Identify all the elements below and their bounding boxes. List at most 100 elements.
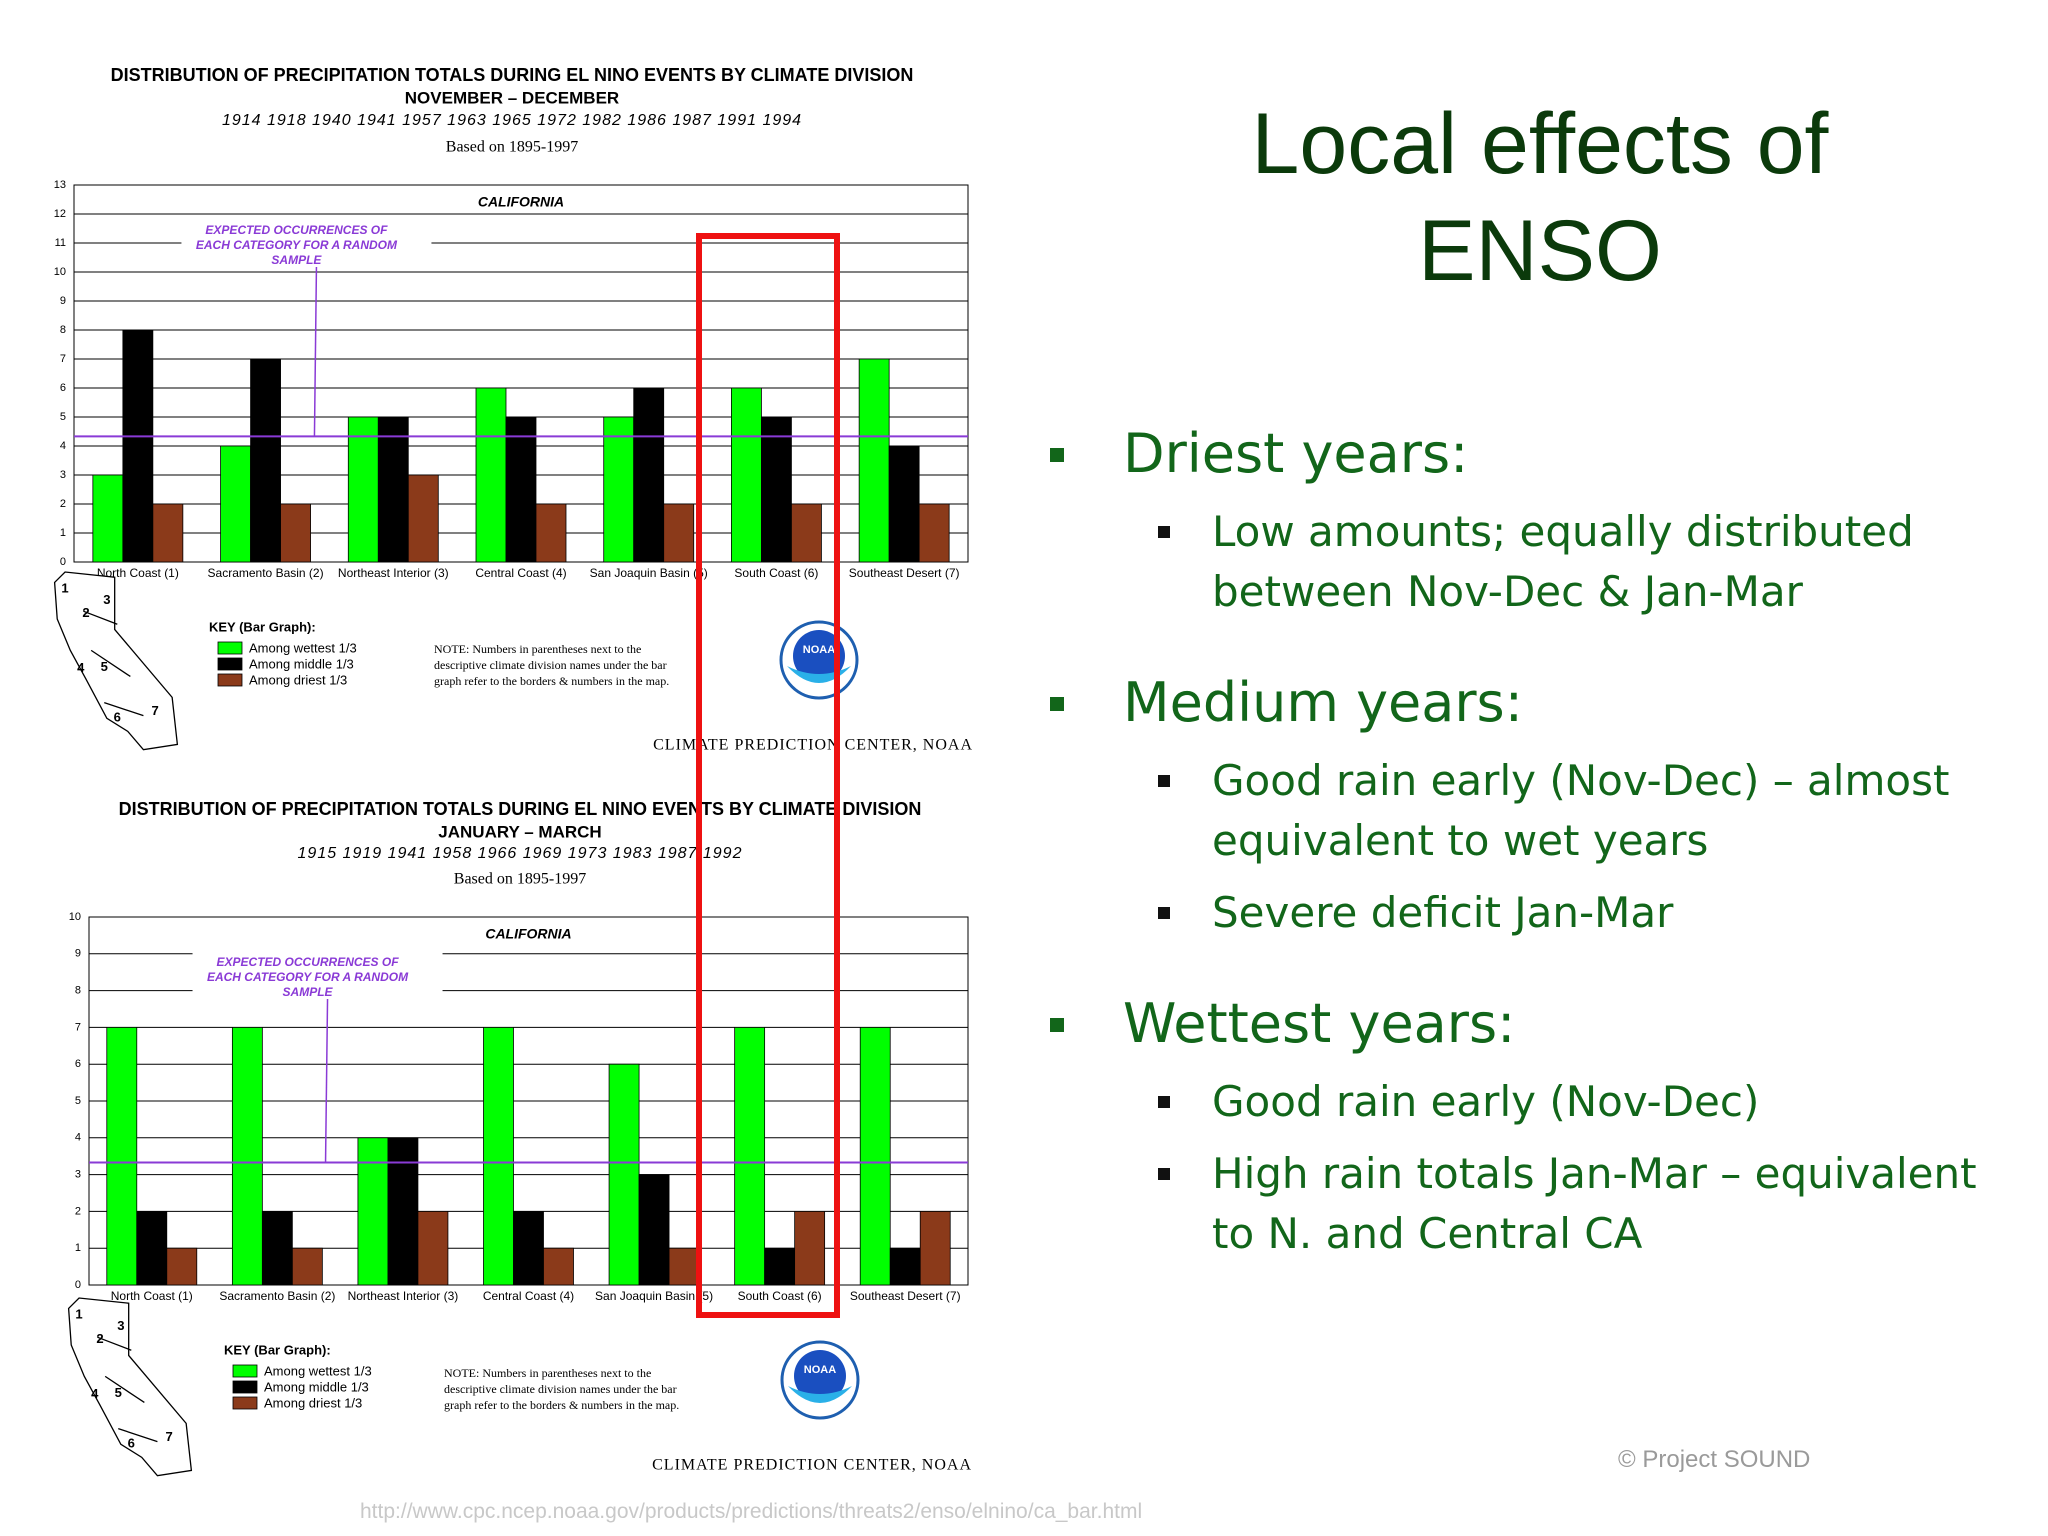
y-tick-label: 2 [60, 498, 66, 510]
bullet: Driest years: [1050, 418, 2010, 490]
x-tick-label: San Joaquin Basin (5) [590, 566, 708, 580]
bullet-text: Wettest years: [1123, 992, 1516, 1055]
map-label: 5 [115, 1385, 122, 1400]
bar [535, 503, 567, 563]
bullet-marker [1158, 907, 1170, 919]
x-tick-label: North Coast (1) [111, 1289, 193, 1303]
y-tick-label: 7 [60, 353, 66, 365]
x-tick-label: Southeast Desert (7) [850, 1289, 961, 1303]
map-label: 2 [96, 1331, 103, 1346]
bar [764, 1247, 796, 1286]
annotation-pointer [324, 998, 329, 1163]
bar [291, 1247, 323, 1286]
x-tick-label: Central Coast (4) [483, 1289, 574, 1303]
x-tick-label: Northeast Interior (3) [338, 566, 449, 580]
bar [357, 1137, 389, 1286]
sub-bullet: Good rain early (Nov-Dec) [1158, 1072, 2012, 1132]
bar [791, 503, 822, 563]
bullet-text: Severe deficit Jan-Mar [1212, 888, 1674, 937]
y-tick-label: 4 [75, 1132, 81, 1144]
key-title: KEY (Bar Graph): [224, 1342, 331, 1357]
logo-inner [793, 630, 845, 682]
bar [166, 1247, 198, 1286]
map-label: 6 [114, 710, 121, 725]
credit: © Project SOUND [1618, 1446, 1811, 1473]
bar [136, 1211, 168, 1286]
bar [761, 416, 792, 563]
bullet-marker [1158, 526, 1170, 538]
note: NOTE: Numbers in parentheses next to the [434, 642, 641, 656]
highlight-box [696, 233, 840, 1318]
map-label: 4 [77, 660, 85, 675]
y-tick-label: 1 [75, 1242, 81, 1254]
bullet-text: Low amounts; equally distributed between… [1212, 507, 1914, 616]
legend-swatch [232, 1380, 258, 1394]
y-tick-label: 2 [75, 1205, 81, 1217]
logo-inner [794, 1350, 846, 1402]
bullet-marker [1158, 1096, 1170, 1108]
legend-label: Among driest 1/3 [264, 1395, 362, 1410]
annotation-bg [181, 219, 432, 261]
y-tick-label: 0 [75, 1279, 81, 1291]
annotation: EACH CATEGORY FOR A RANDOM [196, 238, 398, 252]
bar [889, 1247, 921, 1286]
annotation: EXPECTED OCCURRENCES OF [217, 955, 400, 969]
x-tick-label: South Coast (6) [734, 566, 818, 580]
bar [231, 1027, 263, 1286]
legend-label: Among middle 1/3 [249, 656, 354, 671]
annotation-pointer [313, 266, 318, 437]
bar [407, 474, 439, 563]
source: CLIMATE PREDICTION CENTER, NOAA [653, 737, 973, 754]
map: 123 4 5 6 7 [53, 571, 179, 751]
map-outline [53, 571, 179, 751]
bar [888, 445, 920, 563]
map-label: 7 [152, 703, 159, 718]
map-label: 7 [166, 1429, 173, 1444]
bar [483, 1027, 514, 1286]
legend-swatch [232, 1364, 258, 1378]
bar [250, 358, 281, 563]
bar [918, 503, 950, 563]
y-tick-label: 3 [75, 1169, 81, 1181]
basis: Based on 1895-1997 [446, 139, 578, 156]
basis: Based on 1895-1997 [454, 871, 586, 888]
bullet-text: Driest years: [1123, 422, 1469, 485]
bullet-text: Good rain early (Nov-Dec) [1212, 1077, 1760, 1126]
y-tick-label: 0 [60, 556, 66, 568]
legend-swatch [217, 673, 243, 687]
sub-bullet: High rain totals Jan-Mar – equivalent to… [1158, 1144, 2012, 1264]
chart-title: DISTRIBUTION OF PRECIPITATION TOTALS DUR… [119, 799, 922, 819]
annotation-bg [192, 951, 443, 993]
y-tick-label: 11 [55, 237, 66, 249]
slide-title: ENSO [1418, 203, 1662, 299]
y-tick-label: 6 [60, 382, 66, 394]
bar [122, 329, 154, 563]
bar [92, 474, 124, 563]
bullet-marker [1050, 1018, 1064, 1032]
bar [638, 1174, 670, 1286]
bullet-marker [1158, 775, 1170, 787]
bullet-marker [1050, 448, 1064, 462]
key-title: KEY (Bar Graph): [209, 619, 316, 634]
panel-title: CALIFORNIA [485, 926, 571, 942]
map-label: 4 [91, 1386, 99, 1401]
event-years: 1914 1918 1940 1941 1957 1963 1965 1972 … [222, 112, 802, 129]
map-outline [67, 1297, 193, 1477]
y-tick-label: 5 [60, 411, 66, 423]
map: 123 4 5 6 7 [67, 1297, 193, 1477]
legend-swatch [232, 1396, 258, 1410]
bar [608, 1063, 640, 1286]
event-years: 1915 1919 1941 1958 1966 1969 1973 1983 … [298, 845, 743, 862]
x-tick-label: San Joaquin Basin (5) [595, 1289, 713, 1303]
annotation: SAMPLE [283, 985, 334, 999]
x-tick-label: South Coast (6) [738, 1289, 822, 1303]
chart-title: DISTRIBUTION OF PRECIPITATION TOTALS DUR… [111, 65, 914, 85]
x-tick-label: Southeast Desert (7) [849, 566, 960, 580]
legend-label: Among wettest 1/3 [264, 1363, 372, 1378]
bullet: Wettest years: [1050, 988, 2010, 1060]
bar [347, 416, 379, 563]
legend-swatch [217, 657, 243, 671]
bar [794, 1211, 826, 1286]
bar [475, 387, 507, 563]
y-tick-label: 4 [60, 440, 66, 452]
